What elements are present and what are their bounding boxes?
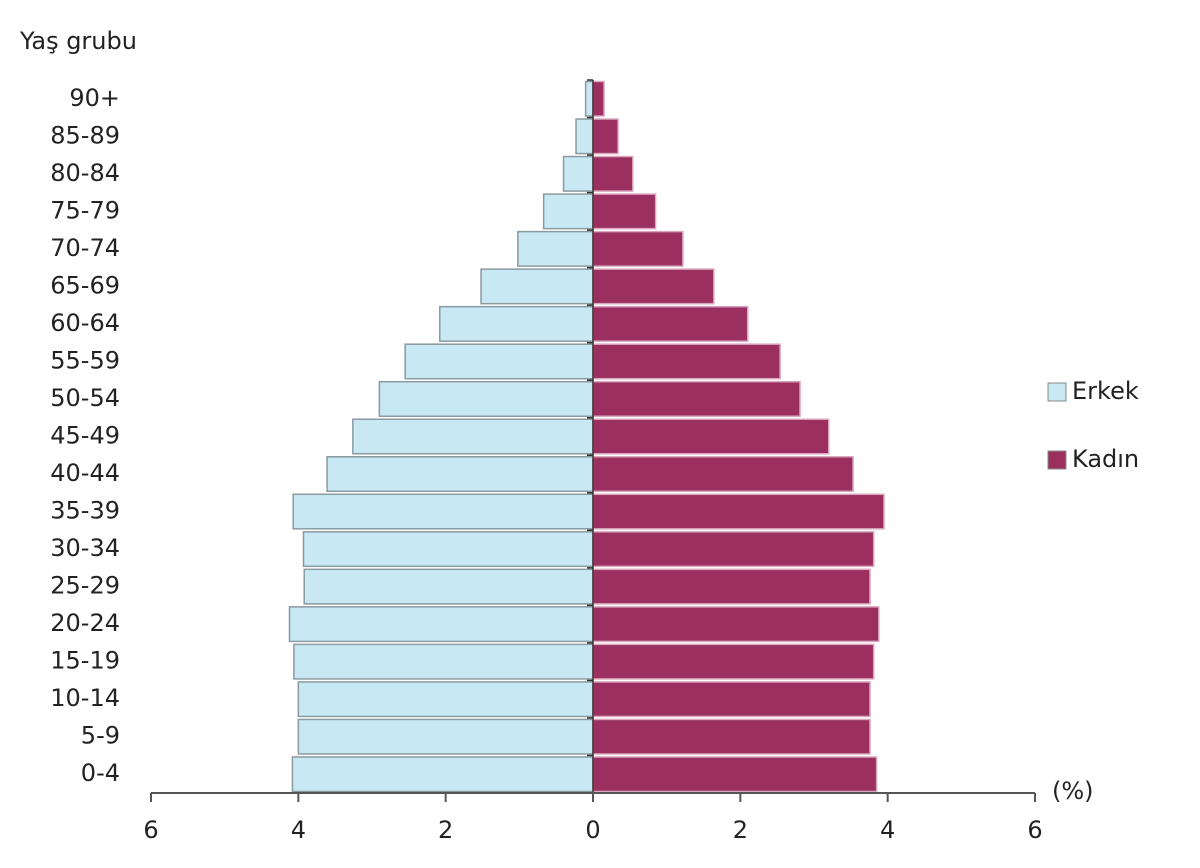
- y-tick-label: 85-89: [50, 121, 120, 149]
- legend-swatch: [1047, 450, 1067, 470]
- y-tick-label: 30-34: [50, 534, 120, 562]
- legend-label: Erkek: [1072, 377, 1139, 405]
- bar: [562, 155, 594, 192]
- y-tick-label: 15-19: [50, 647, 120, 675]
- bar: [297, 718, 594, 755]
- bar: [592, 681, 871, 718]
- bar: [297, 681, 594, 718]
- bar: [592, 531, 875, 568]
- bar: [592, 80, 605, 117]
- bar: [592, 756, 878, 793]
- bar: [293, 643, 594, 680]
- y-tick-label: 80-84: [50, 159, 120, 187]
- y-tick-label: 25-29: [50, 572, 120, 600]
- bar: [592, 230, 684, 267]
- x-tick-label: 6: [1027, 816, 1042, 844]
- bar: [592, 155, 634, 192]
- y-tick-label: 40-44: [50, 459, 120, 487]
- bar: [584, 80, 594, 117]
- bar: [292, 493, 594, 530]
- bar: [592, 268, 715, 305]
- legend-swatch: [1047, 382, 1067, 402]
- bar: [592, 418, 830, 455]
- bar: [404, 343, 594, 380]
- y-axis-label: Yaş grubu: [19, 27, 137, 55]
- x-tick-label: 6: [143, 816, 158, 844]
- y-tick-label: 35-39: [50, 497, 120, 525]
- x-axis-label: (%): [1052, 777, 1094, 805]
- bar: [592, 456, 854, 493]
- bar: [592, 118, 619, 155]
- bar: [291, 756, 594, 793]
- y-tick-label: 55-59: [50, 346, 120, 374]
- bar: [592, 305, 749, 342]
- legend-label: Kadın: [1072, 445, 1139, 473]
- bar: [592, 606, 880, 643]
- y-tick-label: 60-64: [50, 309, 120, 337]
- bar: [517, 230, 594, 267]
- bar: [592, 343, 781, 380]
- bar: [592, 380, 801, 417]
- y-tick-label: 65-69: [50, 271, 120, 299]
- y-tick-label: 5-9: [81, 722, 120, 750]
- bar: [439, 305, 594, 342]
- x-tick-label: 4: [291, 816, 306, 844]
- bar: [302, 531, 594, 568]
- x-tick-label: 2: [438, 816, 453, 844]
- bar: [575, 118, 594, 155]
- y-tick-label: 10-14: [50, 684, 120, 712]
- bar: [592, 493, 885, 530]
- y-tick-label: 70-74: [50, 234, 120, 262]
- bar: [480, 268, 594, 305]
- x-tick-label: 2: [733, 816, 748, 844]
- bar: [592, 193, 657, 230]
- bar: [592, 718, 871, 755]
- y-tick-label: 50-54: [50, 384, 120, 412]
- bar: [592, 568, 871, 605]
- y-tick-label: 75-79: [50, 196, 120, 224]
- x-tick-label: 0: [585, 816, 600, 844]
- y-tick-label: 45-49: [50, 422, 120, 450]
- y-tick-label: 0-4: [81, 759, 120, 787]
- x-tick-label: 4: [880, 816, 895, 844]
- bar: [288, 606, 594, 643]
- y-tick-label: 90+: [69, 84, 120, 112]
- bar: [326, 456, 594, 493]
- bar: [592, 643, 875, 680]
- bar: [303, 568, 594, 605]
- bar: [542, 193, 594, 230]
- bar: [378, 380, 594, 417]
- bar: [352, 418, 594, 455]
- y-tick-label: 20-24: [50, 609, 120, 637]
